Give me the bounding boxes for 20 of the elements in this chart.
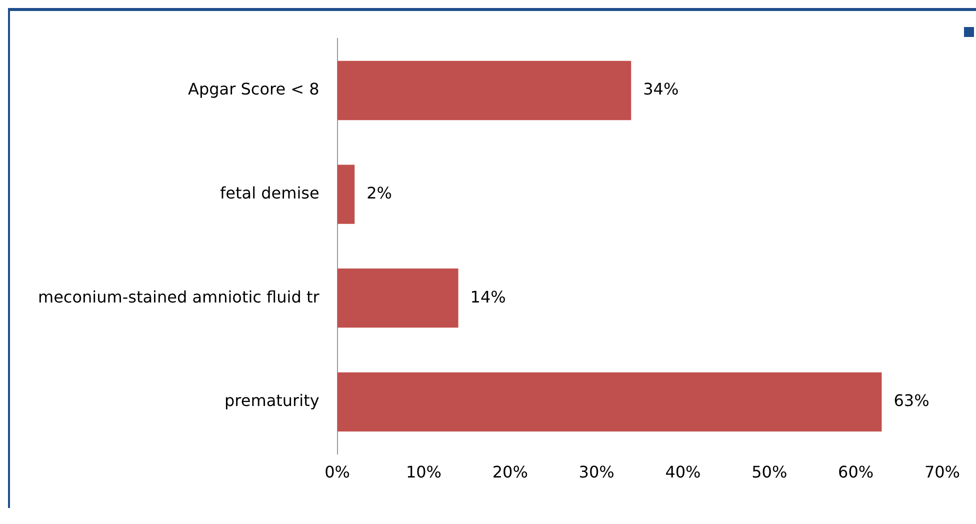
y-tick-label: fetal demise [220,183,320,202]
data-label: 14% [470,287,506,306]
x-tick-label: 70% [924,462,960,482]
x-tick-label: 10% [406,462,442,482]
y-tick-label: meconium-stained amniotic fluid tr [38,287,320,306]
x-tick-label: 40% [665,462,701,482]
y-tick-label: prematurity [224,391,320,410]
x-tick-label: 50% [752,462,788,482]
x-tick-label: 60% [838,462,874,482]
bar [337,268,458,328]
x-tick-label: 0% [324,462,350,482]
data-label: 63% [894,391,930,410]
y-tick-label: Apgar Score < 8 [188,80,320,99]
bar [337,372,882,432]
bar [337,60,632,120]
data-label: 2% [366,183,392,202]
x-tick-label: 20% [492,462,528,482]
data-label: 34% [643,80,679,99]
x-tick-label: 30% [578,462,614,482]
bar [337,164,355,224]
